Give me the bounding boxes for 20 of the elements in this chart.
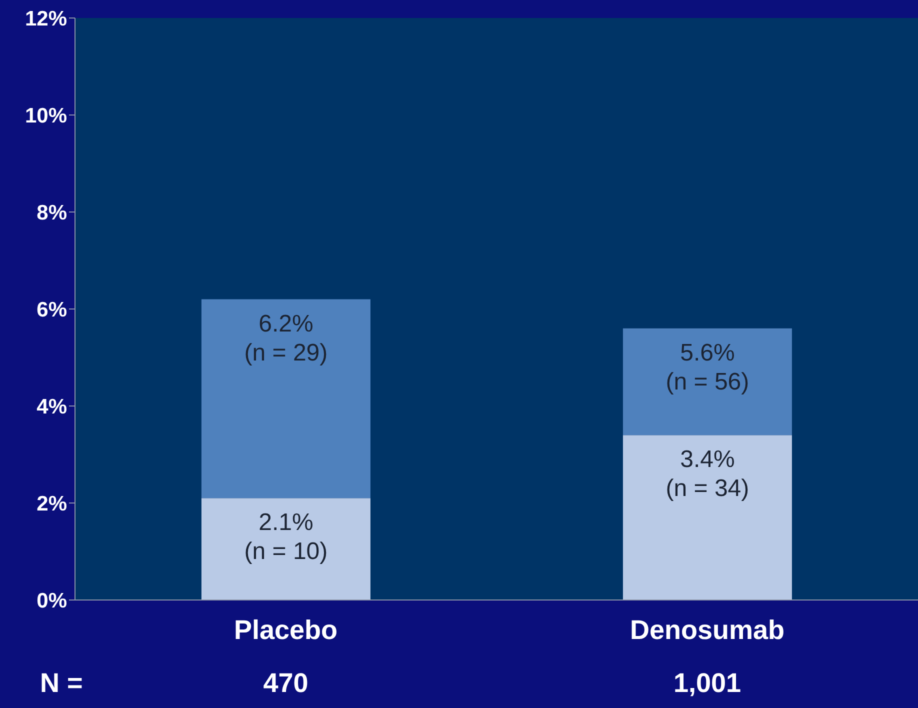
y-tick-label: 4%: [36, 395, 68, 418]
bar: [201, 299, 370, 498]
x-tick-label: Placebo: [234, 615, 338, 646]
y-tick-label: 0%: [36, 589, 68, 612]
data-label: 3.4% (n = 34): [666, 446, 750, 502]
y-tick-label: 10%: [24, 104, 68, 128]
y-tick-label: 6%: [36, 298, 68, 322]
total-label: 5.6% (n = 56): [666, 339, 750, 396]
data-label: 2.1% (n = 10): [244, 509, 328, 566]
x-tick-label: Denosumab: [630, 615, 785, 646]
text: N =: [40, 668, 84, 699]
y-tick-label: 2%: [36, 492, 68, 516]
total-label: 6.2% (n = 29): [244, 310, 328, 366]
y-tick-label: 8%: [36, 201, 68, 224]
y-tick-label: 12%: [24, 7, 68, 30]
bar: [622, 328, 792, 436]
text: 1,001: [672, 668, 742, 699]
bar: [201, 498, 370, 600]
bar: [622, 435, 792, 600]
text: 470: [263, 668, 308, 698]
